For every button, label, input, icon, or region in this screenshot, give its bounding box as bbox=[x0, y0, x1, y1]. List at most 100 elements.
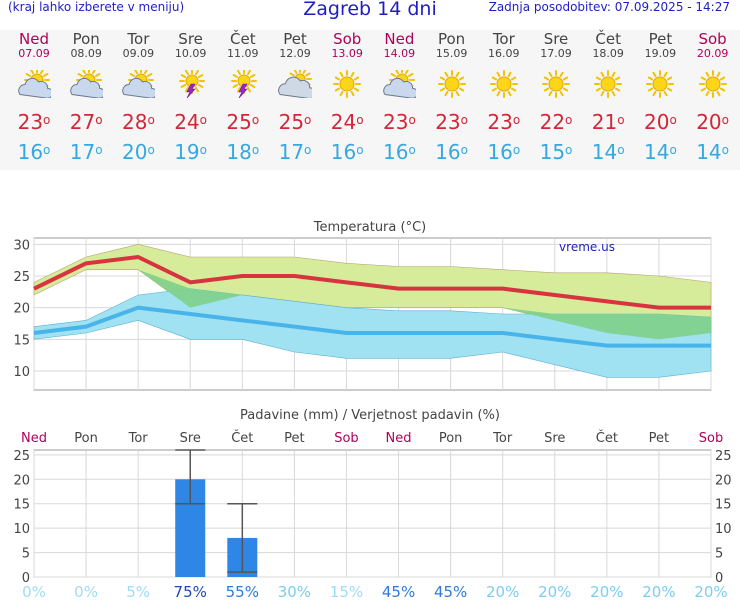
max-temp: 27o bbox=[69, 110, 103, 134]
y-tick-label: 20 bbox=[13, 302, 30, 317]
sunny-icon bbox=[437, 70, 466, 98]
precipitation-probability: 15% bbox=[330, 583, 363, 600]
y-tick-label: 10 bbox=[13, 365, 30, 380]
precipitation-plot-area bbox=[33, 449, 712, 578]
day-name: Tor bbox=[492, 30, 515, 48]
x-tick-label: Sre bbox=[544, 431, 565, 446]
thunderstorm-icon bbox=[230, 70, 257, 98]
sunny-icon bbox=[489, 70, 518, 98]
day-forecast: Ned 14.09 23o 16o bbox=[373, 30, 425, 164]
day-date: 07.09 bbox=[18, 47, 50, 60]
precipitation-probability: 30% bbox=[278, 583, 311, 600]
y-tick-label-left: 15 bbox=[13, 498, 30, 513]
max-temp: 24o bbox=[330, 110, 364, 134]
y-tick-label-left: 25 bbox=[13, 449, 30, 464]
precipitation-probability: 45% bbox=[382, 583, 415, 600]
min-temp: 14o bbox=[643, 140, 677, 164]
max-temp: 25o bbox=[226, 110, 260, 134]
sun-cloud-icon bbox=[70, 70, 104, 98]
sunny-icon bbox=[594, 70, 623, 98]
x-tick-label: Čet bbox=[596, 430, 618, 446]
y-tick-label-left: 0 bbox=[22, 571, 30, 586]
max-temp: 25o bbox=[278, 110, 312, 134]
y-tick-label-right: 25 bbox=[715, 449, 732, 464]
day-date: 12.09 bbox=[279, 47, 311, 60]
precipitation-probability: 45% bbox=[434, 583, 467, 600]
precipitation-probability: 0% bbox=[74, 583, 98, 600]
y-tick-label-left: 5 bbox=[22, 547, 30, 562]
day-name: Ned bbox=[384, 30, 415, 48]
y-tick-label-right: 5 bbox=[715, 547, 723, 562]
day-date: 17.09 bbox=[540, 47, 572, 60]
min-temp: 17o bbox=[69, 140, 103, 164]
day-forecast: Tor 09.09 28o 20o bbox=[112, 30, 164, 164]
x-tick-label: Pet bbox=[284, 431, 304, 446]
day-forecast: Čet 18.09 21o 14o bbox=[582, 30, 634, 164]
x-tick-label: Sob bbox=[699, 431, 723, 446]
forecast-strip: Ned 07.09 23o 16o Pon 08.09 27o 17o Tor 09.09 28o 2… bbox=[0, 30, 740, 170]
day-date: 16.09 bbox=[488, 47, 520, 60]
page-title: Zagreb 14 dni bbox=[303, 0, 437, 20]
watermark: vreme.us bbox=[559, 240, 615, 254]
min-temp: 16o bbox=[17, 140, 51, 164]
day-date: 08.09 bbox=[70, 47, 102, 60]
min-temp: 16o bbox=[382, 140, 416, 164]
day-forecast: Pet 19.09 20o 14o bbox=[634, 30, 686, 164]
day-forecast: Tor 16.09 23o 16o bbox=[478, 30, 530, 164]
max-temp: 23o bbox=[487, 110, 521, 134]
min-temp: 19o bbox=[174, 140, 207, 164]
y-tick-label: 15 bbox=[13, 333, 30, 348]
min-temp: 16o bbox=[435, 140, 468, 164]
precipitation-chart: Padavine (mm) / Verjetnost padavin (%) Ne… bbox=[13, 408, 732, 600]
max-temp: 24o bbox=[174, 110, 207, 134]
day-name: Pon bbox=[72, 30, 100, 48]
min-temp: 16o bbox=[487, 140, 521, 164]
x-tick-label: Čet bbox=[231, 430, 253, 446]
max-temp-line bbox=[33, 255, 711, 310]
precipitation-probability: 5% bbox=[126, 583, 150, 600]
max-temp: 20o bbox=[643, 110, 677, 134]
day-forecast: Pet 12.09 25o 17o bbox=[269, 30, 321, 164]
day-forecast: Čet 11.09 25o 18o bbox=[217, 30, 269, 164]
day-forecast: Ned 07.09 23o 16o bbox=[8, 30, 60, 164]
sunny-icon bbox=[333, 70, 362, 98]
precipitation-chart-title: Padavine (mm) / Verjetnost padavin (%) bbox=[240, 408, 500, 423]
day-name: Čet bbox=[595, 30, 621, 48]
sun-cloud-icon bbox=[383, 70, 417, 98]
x-tick-label: Ned bbox=[21, 431, 47, 446]
day-date: 13.09 bbox=[331, 47, 363, 60]
day-name: Pet bbox=[283, 30, 307, 48]
day-forecast: Sre 10.09 24o 19o bbox=[165, 30, 217, 164]
precipitation-probability: 0% bbox=[22, 583, 46, 600]
day-date: 11.09 bbox=[227, 47, 259, 60]
min-temp: 14o bbox=[696, 140, 729, 164]
x-tick-label: Pon bbox=[74, 431, 98, 446]
precipitation-range-whisker bbox=[227, 502, 258, 573]
day-date: 14.09 bbox=[383, 47, 416, 60]
day-name: Sre bbox=[543, 30, 569, 48]
max-temp: 22o bbox=[539, 110, 573, 134]
x-tick-label: Tor bbox=[128, 431, 149, 446]
day-forecast: Pon 08.09 27o 17o bbox=[60, 30, 112, 164]
day-forecast: Sob 13.09 24o 16o bbox=[321, 30, 373, 164]
day-date: 09.09 bbox=[122, 47, 155, 60]
day-name: Tor bbox=[127, 30, 150, 48]
precipitation-probability: 20% bbox=[642, 583, 675, 600]
max-temp: 21o bbox=[591, 110, 625, 134]
max-temp: 23o bbox=[435, 110, 468, 134]
last-update: Zadnja posodobitev: 07.09.2025 - 14:27 bbox=[488, 0, 730, 14]
x-tick-label: Tor bbox=[492, 431, 513, 446]
day-name: Ned bbox=[19, 30, 49, 48]
y-tick-label-right: 20 bbox=[715, 473, 732, 488]
y-tick-label-left: 10 bbox=[13, 522, 30, 537]
day-name: Pet bbox=[648, 30, 673, 48]
precipitation-probability: 20% bbox=[590, 583, 623, 600]
day-forecast: Pon 15.09 23o 16o bbox=[426, 30, 478, 164]
min-temp: 14o bbox=[591, 140, 625, 164]
sunny-icon bbox=[698, 70, 727, 98]
day-name: Sre bbox=[178, 30, 203, 48]
min-temp: 18o bbox=[226, 140, 260, 164]
day-name: Sob bbox=[698, 30, 727, 48]
y-tick-label-right: 10 bbox=[715, 522, 732, 537]
day-date: 19.09 bbox=[644, 47, 677, 60]
